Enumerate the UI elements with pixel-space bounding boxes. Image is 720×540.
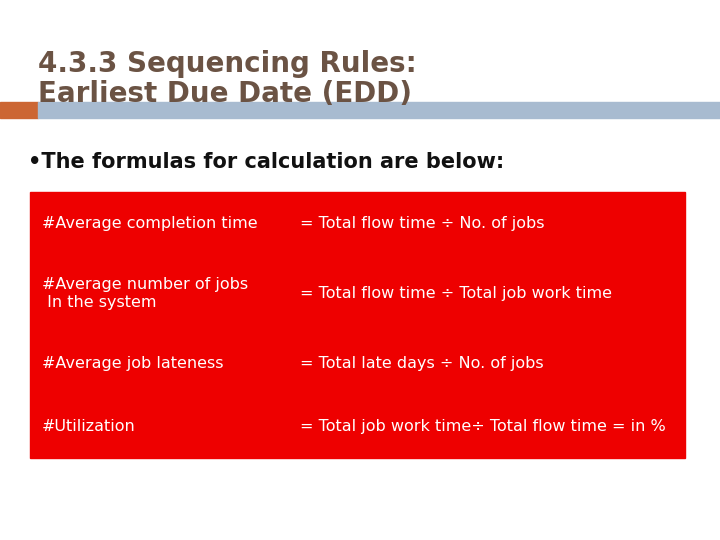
Text: 4.3.3 Sequencing Rules:: 4.3.3 Sequencing Rules:	[38, 50, 417, 78]
Text: #Utilization: #Utilization	[42, 419, 136, 434]
Text: = Total flow time ÷ No. of jobs: = Total flow time ÷ No. of jobs	[300, 216, 544, 231]
Bar	[30, 192, 685, 458]
Text: #Average number of jobs
 In the system: #Average number of jobs In the system	[42, 278, 248, 310]
Text: = Total flow time ÷ Total job work time: = Total flow time ÷ Total job work time	[300, 286, 612, 301]
Text: #Average completion time: #Average completion time	[42, 216, 258, 231]
Text: •The formulas for calculation are below:: •The formulas for calculation are below:	[28, 152, 504, 172]
Text: = Total job work time÷ Total flow time = in %: = Total job work time÷ Total flow time =…	[300, 419, 666, 434]
Text: #Average job lateness: #Average job lateness	[42, 356, 223, 371]
Text: = Total late days ÷ No. of jobs: = Total late days ÷ No. of jobs	[300, 356, 544, 371]
Text: Earliest Due Date (EDD): Earliest Due Date (EDD)	[38, 80, 412, 108]
Bar	[0, 102, 38, 118]
Bar	[38, 102, 720, 118]
